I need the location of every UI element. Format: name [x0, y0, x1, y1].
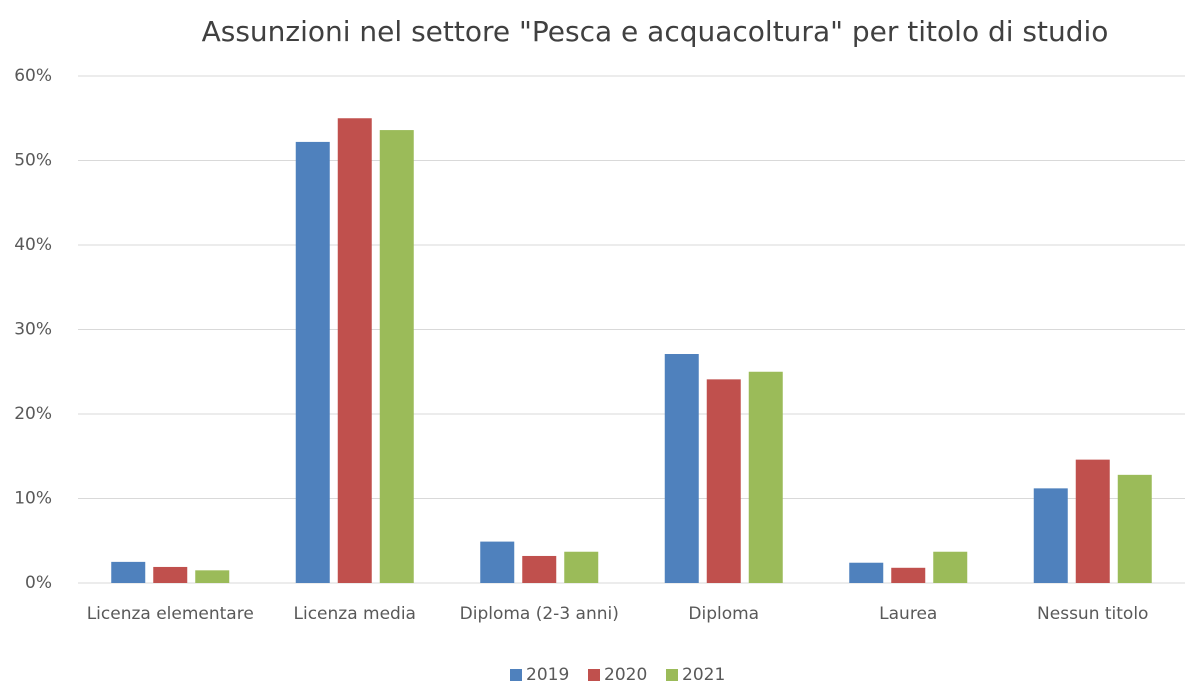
- bar: [706, 379, 741, 583]
- bar: [153, 566, 188, 583]
- bar: [111, 561, 146, 583]
- x-tick-label: Licenza media: [294, 604, 416, 624]
- legend-swatch: [588, 669, 600, 681]
- bar: [1075, 459, 1110, 583]
- bar: [1117, 474, 1152, 583]
- legend-label: 2019: [526, 665, 569, 683]
- bar: [195, 570, 230, 583]
- legend-label: 2020: [604, 665, 647, 683]
- x-tick-label: Laurea: [879, 604, 937, 624]
- x-tick-label: Nessun titolo: [1037, 604, 1148, 624]
- bar: [564, 551, 599, 583]
- chart-title: Assunzioni nel settore "Pesca e acquacol…: [202, 15, 1109, 48]
- y-tick-label: 0%: [25, 573, 52, 593]
- y-tick-label: 40%: [14, 235, 52, 255]
- x-tick-label: Licenza elementare: [87, 604, 254, 624]
- bar: [522, 555, 557, 583]
- legend-swatch: [666, 669, 678, 681]
- y-tick-label: 60%: [14, 66, 52, 86]
- bar: [337, 118, 372, 583]
- bar: [664, 354, 699, 583]
- bar: [480, 541, 515, 583]
- x-tick-label: Diploma: [688, 604, 759, 624]
- bar: [933, 551, 968, 583]
- bar: [891, 567, 926, 583]
- x-tick-label: Diploma (2-3 anni): [460, 604, 619, 624]
- bar: [1033, 488, 1068, 583]
- bar: [295, 141, 330, 583]
- bar: [748, 371, 783, 583]
- legend-swatch: [510, 669, 522, 681]
- y-tick-label: 30%: [14, 320, 52, 340]
- y-tick-label: 20%: [14, 404, 52, 424]
- bar: [849, 562, 884, 583]
- legend-label: 2021: [682, 665, 725, 683]
- bar: [379, 130, 414, 583]
- y-tick-label: 50%: [14, 151, 52, 171]
- y-tick-label: 10%: [14, 489, 52, 509]
